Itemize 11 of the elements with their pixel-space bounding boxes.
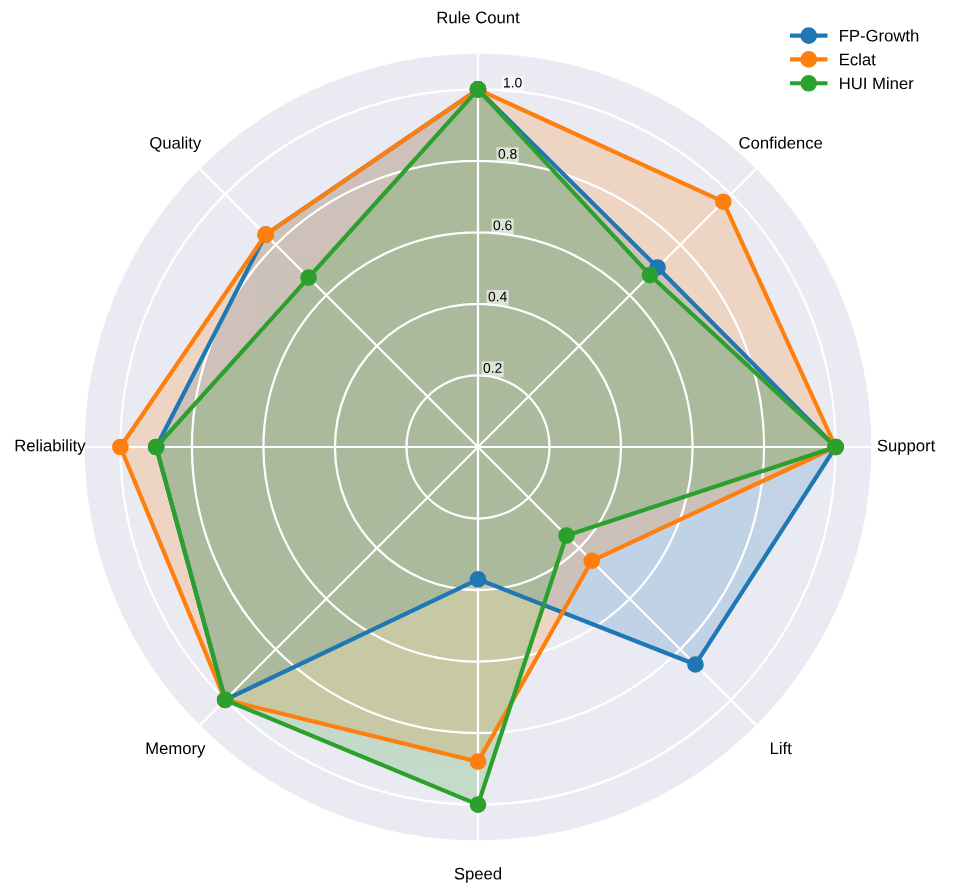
spoke-label: Rule Count bbox=[437, 11, 520, 24]
spoke-label: Speed bbox=[454, 867, 502, 883]
spoke-label: Memory bbox=[146, 742, 206, 758]
legend-label: FP-Growth bbox=[840, 29, 919, 42]
legend-label: Eclat bbox=[840, 53, 876, 66]
spoke-label: Confidence bbox=[739, 136, 823, 149]
spoke-label: Reliability bbox=[15, 439, 86, 455]
spoke-label: Quality bbox=[150, 136, 202, 153]
spoke-label: Lift bbox=[770, 741, 792, 755]
spoke-label: Support bbox=[877, 439, 936, 455]
legend-label: HUI Miner bbox=[840, 77, 914, 90]
